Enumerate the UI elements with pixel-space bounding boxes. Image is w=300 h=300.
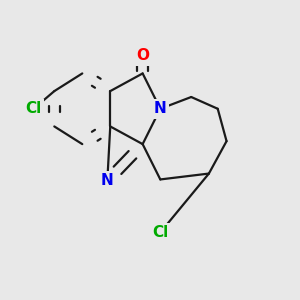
Text: O: O (136, 48, 149, 63)
Text: N: N (101, 173, 114, 188)
Text: Cl: Cl (26, 101, 42, 116)
Text: N: N (154, 101, 167, 116)
Text: Cl: Cl (152, 225, 168, 240)
